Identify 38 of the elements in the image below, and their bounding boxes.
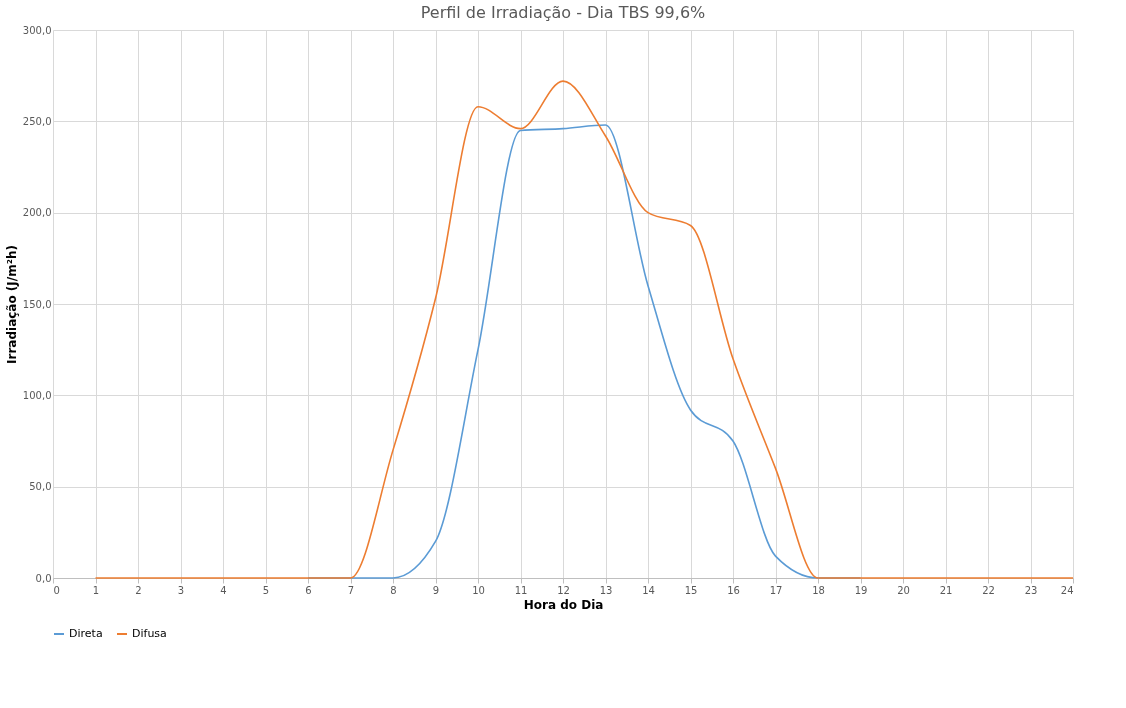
x-tick-label: 2: [135, 584, 142, 596]
x-tick-label: 21: [939, 584, 953, 596]
x-tick-label: 17: [769, 584, 783, 596]
x-tick-label: 12: [557, 584, 570, 596]
x-axis-title: Hora do Dia: [523, 597, 604, 612]
x-tick-label: 18: [812, 584, 825, 596]
y-tick-label: 0,0: [35, 572, 52, 584]
y-axis-title: Irradiação (J/m²h): [4, 245, 19, 364]
line-series: [94, 80, 1074, 579]
x-tick-label: 20: [897, 584, 910, 596]
x-tick-label: 0: [53, 584, 60, 596]
y-tick-label: 200,0: [22, 207, 52, 219]
y-tick-label: 300,0: [22, 24, 52, 36]
x-tick-label: 6: [305, 584, 312, 596]
x-tick-label: 10: [472, 584, 485, 596]
x-tick-label: 24: [1060, 584, 1074, 596]
y-tick-label: 50,0: [29, 481, 52, 493]
x-tick-label: 7: [347, 584, 355, 596]
chart-title: Perfil de Irradiação - Dia TBS 99,6%: [420, 3, 706, 22]
x-tick-label: 1: [92, 584, 100, 596]
x-tick-label: 5: [262, 584, 270, 596]
x-tick-label: 23: [1024, 584, 1038, 596]
y-tick-label: 150,0: [22, 298, 52, 310]
x-tick-label: 8: [390, 584, 397, 596]
legend-label: Difusa: [132, 627, 167, 640]
x-tick-label: 22: [982, 584, 995, 596]
x-tick-label: 11: [514, 584, 528, 596]
x-tick-label: 13: [599, 584, 613, 596]
x-tick-label: 15: [684, 584, 698, 596]
y-tick-label: 100,0: [22, 389, 52, 401]
x-tick-label: 9: [432, 584, 440, 596]
x-tick-label: 16: [727, 584, 740, 596]
x-tick-label: 3: [177, 584, 185, 596]
x-tick-label: 4: [220, 584, 227, 596]
y-tick-label: 250,0: [22, 115, 52, 127]
x-tick-label: 19: [854, 584, 868, 596]
legend-label: Direta: [69, 627, 103, 640]
x-tick-label: 14: [642, 584, 655, 596]
